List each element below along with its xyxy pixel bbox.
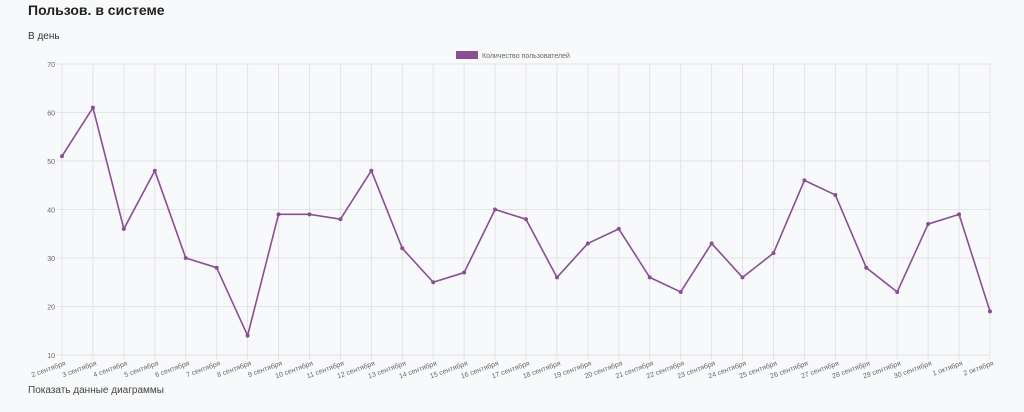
data-point: [647, 275, 652, 280]
x-tick-label: 1 октября: [931, 359, 964, 377]
data-point: [338, 217, 343, 222]
data-point: [616, 226, 621, 231]
data-point: [276, 212, 281, 217]
data-point: [585, 241, 590, 246]
data-point: [400, 246, 405, 251]
data-point: [493, 207, 498, 212]
data-point: [771, 251, 776, 256]
data-point: [895, 289, 900, 294]
data-point: [926, 222, 931, 227]
chart-title: Пользов. в системе: [28, 2, 165, 18]
data-point: [864, 265, 869, 270]
x-tick-label: 3 сентября: [61, 359, 97, 379]
y-tick-label: 30: [47, 256, 55, 263]
data-point: [802, 178, 807, 183]
legend-swatch: [456, 51, 478, 59]
data-point: [554, 275, 559, 280]
data-point: [214, 265, 219, 270]
data-point: [988, 309, 992, 314]
x-tick-label: 8 сентября: [216, 359, 252, 379]
y-tick-label: 60: [47, 111, 55, 118]
data-point: [740, 275, 745, 280]
x-tick-label: 2 октября: [962, 359, 995, 377]
data-point: [121, 226, 126, 231]
data-point: [152, 168, 157, 173]
x-tick-label: 7 сентября: [185, 359, 221, 379]
legend-label: Количество пользователей: [482, 52, 570, 60]
data-point: [60, 154, 64, 159]
y-tick-label: 10: [47, 353, 55, 360]
data-point: [245, 333, 250, 338]
data-point: [369, 168, 374, 173]
data-point: [183, 256, 188, 260]
data-point: [307, 212, 312, 217]
data-point: [833, 192, 838, 197]
x-tick-label: 4 сентября: [92, 359, 128, 379]
y-tick-label: 70: [47, 62, 55, 69]
data-point: [709, 241, 714, 246]
data-point: [678, 289, 683, 294]
show-chart-data-link[interactable]: Показать данные диаграммы: [28, 385, 164, 396]
data-point: [90, 105, 95, 110]
y-tick-label: 20: [47, 305, 55, 312]
data-point: [957, 212, 962, 217]
data-point: [431, 280, 436, 285]
chart-subtitle: В день: [28, 31, 60, 42]
data-point: [462, 270, 467, 275]
x-tick-label: 2 сентября: [30, 359, 66, 379]
x-tick-label: 6 сентября: [154, 359, 190, 379]
data-point: [524, 217, 528, 222]
y-tick-label: 40: [47, 208, 55, 215]
x-tick-label: 5 сентября: [123, 359, 159, 379]
y-tick-label: 50: [47, 159, 55, 166]
